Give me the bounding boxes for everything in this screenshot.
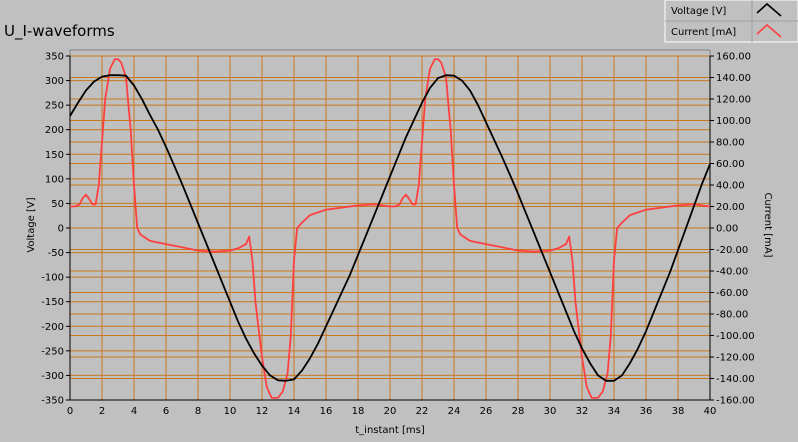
legend-entry-current: Current [mA]	[671, 27, 736, 38]
y-right-tick-label: 0.00	[716, 224, 738, 235]
y-right-tick-label: 60.00	[716, 159, 745, 170]
y-axis-left-label: Voltage [V]	[26, 197, 37, 252]
x-tick-label: 8	[195, 406, 201, 417]
x-tick-label: 36	[640, 406, 653, 417]
y-left-tick-label: -200	[41, 322, 64, 333]
y-right-tick-label: -40.00	[716, 267, 748, 278]
y-left-tick-label: 150	[45, 150, 64, 161]
y-left-tick-label: -300	[41, 371, 64, 382]
series-line-voltage	[69, 74, 711, 382]
x-tick-label: 10	[224, 406, 237, 417]
y-right-tick-label: 80.00	[716, 138, 745, 149]
x-tick-label: 16	[320, 406, 333, 417]
series-line-current	[70, 58, 711, 399]
y-left-tick-label: 50	[51, 199, 64, 210]
x-tick-label: 38	[672, 406, 685, 417]
y-left-tick-label: 100	[45, 174, 64, 185]
y-right-tick-label: 100.00	[716, 116, 751, 127]
y-left-tick-label: 0	[58, 224, 64, 235]
x-tick-label: 32	[576, 406, 589, 417]
x-tick-label: 40	[704, 406, 717, 417]
y-left-tick-label: -50	[48, 248, 64, 259]
legend-swatch-voltage	[756, 2, 782, 17]
x-tick-label: 26	[480, 406, 493, 417]
chart-title: U_I-waveforms	[4, 22, 115, 41]
y-right-tick-label: -60.00	[716, 288, 748, 299]
legend-swatch-current	[756, 23, 782, 38]
y-left-tick-label: 200	[45, 125, 64, 136]
x-tick-label: 14	[288, 406, 301, 417]
y-left-tick-label: 250	[45, 101, 64, 112]
y-axis-right-label: Current [mA]	[762, 192, 773, 257]
x-tick-label: 24	[448, 406, 461, 417]
y-right-tick-label: -100.00	[716, 331, 755, 342]
x-tick-label: 2	[99, 406, 105, 417]
y-left-tick-label: 300	[45, 76, 64, 87]
x-tick-label: 22	[416, 406, 429, 417]
x-tick-label: 0	[67, 406, 73, 417]
y-left-tick-label: -350	[41, 396, 64, 407]
y-right-tick-label: 160.00	[716, 52, 751, 63]
x-tick-label: 28	[512, 406, 525, 417]
y-right-tick-label: 40.00	[716, 181, 745, 192]
y-right-tick-label: 120.00	[716, 95, 751, 106]
y-right-tick-label: -80.00	[716, 310, 748, 321]
y-left-tick-label: 350	[45, 52, 64, 63]
y-left-tick-label: -250	[41, 346, 64, 357]
legend: Voltage [V] Current [mA]	[664, 0, 798, 43]
y-right-tick-label: -120.00	[716, 353, 755, 364]
legend-entry-voltage: Voltage [V]	[671, 6, 726, 17]
y-right-tick-label: 20.00	[716, 202, 745, 213]
axes: 0 2 4 6 8 10 12 14 16 18 20 22 24 26 28 30 32 34 36 38 40350…	[41, 52, 754, 418]
y-right-tick-label: 140.00	[716, 73, 751, 84]
y-left-tick-label: -150	[41, 297, 64, 308]
x-tick-label: 20	[384, 406, 397, 417]
y-left-tick-label: -100	[41, 273, 64, 284]
x-tick-label: 4	[131, 406, 137, 417]
x-tick-label: 12	[256, 406, 269, 417]
x-axis-label: t_instant [ms]	[355, 425, 425, 436]
x-tick-label: 18	[352, 406, 365, 417]
grid-lines	[69, 55, 711, 401]
y-right-tick-label: -140.00	[716, 374, 755, 385]
y-right-tick-label: -20.00	[716, 245, 748, 256]
y-right-tick-label: -160.00	[716, 396, 755, 407]
series-layer	[69, 58, 711, 399]
x-tick-label: 34	[608, 406, 621, 417]
x-tick-label: 6	[163, 406, 169, 417]
x-tick-label: 30	[544, 406, 557, 417]
